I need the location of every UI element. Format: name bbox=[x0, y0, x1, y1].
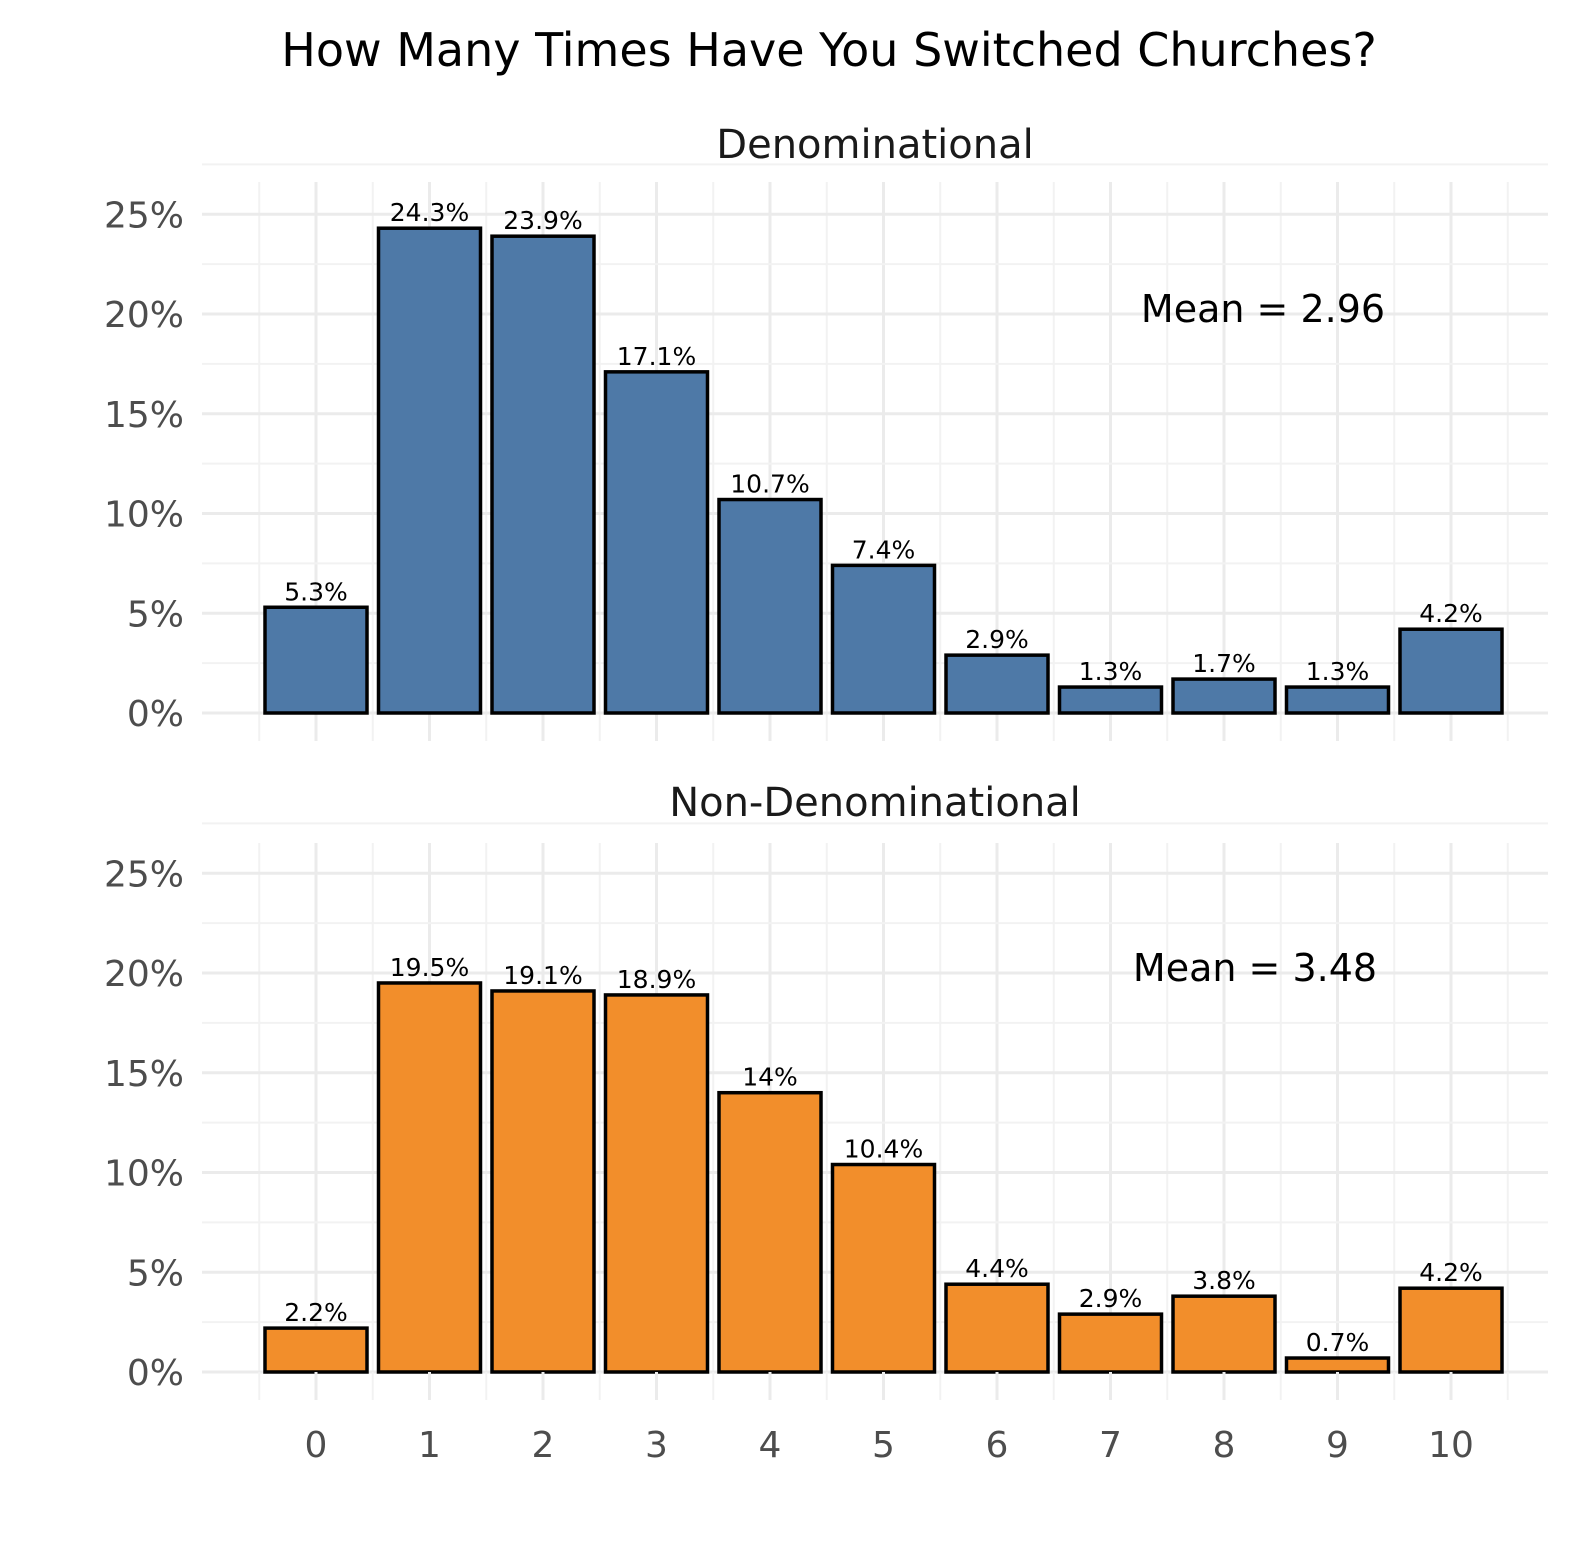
bar bbox=[1398, 627, 1504, 715]
y-tick-label: 5% bbox=[127, 594, 184, 635]
bar bbox=[717, 1090, 823, 1374]
bar bbox=[1057, 685, 1164, 715]
bar bbox=[1171, 1294, 1277, 1374]
x-tick-label: 3 bbox=[645, 1425, 668, 1466]
x-tick-label: 0 bbox=[305, 1425, 328, 1466]
data-label: 18.9% bbox=[617, 965, 696, 994]
data-label: 3.8% bbox=[1192, 1266, 1256, 1295]
bar bbox=[490, 234, 596, 715]
data-label: 2.9% bbox=[1079, 1284, 1143, 1313]
x-tick-label: 2 bbox=[532, 1425, 555, 1466]
data-label: 4.2% bbox=[1419, 599, 1483, 628]
data-label: 19.5% bbox=[390, 953, 469, 982]
data-label: 1.3% bbox=[1079, 657, 1143, 686]
y-tick-label: 5% bbox=[127, 1253, 184, 1294]
y-tick-label: 25% bbox=[104, 195, 184, 236]
y-tick-label: 15% bbox=[104, 395, 184, 436]
panel-title: Denominational bbox=[716, 122, 1033, 168]
data-label: 23.9% bbox=[503, 206, 582, 235]
mean-annotation: Mean = 3.48 bbox=[1133, 946, 1377, 990]
data-label: 17.1% bbox=[617, 342, 696, 371]
bar bbox=[1398, 1286, 1504, 1374]
data-label: 4.4% bbox=[965, 1254, 1029, 1283]
x-tick-label: 10 bbox=[1428, 1425, 1474, 1466]
x-tick-label: 1 bbox=[418, 1425, 441, 1466]
mean-annotation: Mean = 2.96 bbox=[1141, 287, 1385, 331]
data-label: 14% bbox=[742, 1063, 798, 1092]
y-tick-label: 15% bbox=[104, 1054, 184, 1095]
y-tick-label: 0% bbox=[127, 1353, 184, 1394]
bar bbox=[944, 1282, 1050, 1374]
data-label: 24.3% bbox=[390, 198, 469, 227]
x-tick-label: 8 bbox=[1213, 1425, 1236, 1466]
bar bbox=[1284, 685, 1391, 715]
bar bbox=[376, 981, 483, 1374]
data-label: 5.3% bbox=[284, 577, 348, 606]
y-tick-label: 20% bbox=[104, 295, 184, 336]
y-tick-label: 25% bbox=[104, 854, 184, 895]
x-axis: 0 1 2 3 4 5 6 7 8 9 10 bbox=[258, 1372, 1509, 1466]
y-tick-label: 10% bbox=[104, 495, 184, 536]
x-tick-label: 4 bbox=[759, 1425, 782, 1466]
bar bbox=[944, 653, 1050, 715]
bar bbox=[1284, 1356, 1391, 1374]
bar bbox=[376, 226, 483, 715]
data-label: 10.4% bbox=[844, 1135, 923, 1164]
x-tick-label: 9 bbox=[1326, 1425, 1349, 1466]
x-tick-label: 7 bbox=[1099, 1425, 1122, 1466]
panel-title: Non-Denominational bbox=[669, 780, 1081, 826]
bar bbox=[490, 989, 596, 1374]
bar bbox=[1057, 1312, 1164, 1374]
panel-non-denominational: 0% 5% 10% 15% 20% 25% Non-Denominational 2.2% 19… bbox=[104, 780, 1548, 1394]
bar bbox=[603, 993, 710, 1374]
bar bbox=[263, 605, 369, 715]
bar bbox=[830, 1162, 937, 1374]
data-label: 7.4% bbox=[852, 535, 916, 564]
y-tick-label: 20% bbox=[104, 954, 184, 995]
data-label: 0.7% bbox=[1306, 1328, 1370, 1357]
data-label: 10.7% bbox=[730, 470, 809, 499]
bar bbox=[1171, 677, 1277, 715]
bar bbox=[830, 563, 937, 715]
data-label: 2.2% bbox=[284, 1298, 348, 1327]
data-label: 2.9% bbox=[965, 625, 1029, 654]
data-label: 1.7% bbox=[1192, 649, 1256, 678]
data-label: 4.2% bbox=[1419, 1258, 1483, 1287]
panel-denominational: 0% 5% 10% 15% 20% 25% Denominational 5.3% 24.3% 2… bbox=[104, 122, 1548, 741]
bar bbox=[717, 497, 823, 715]
bar bbox=[603, 370, 710, 715]
y-tick-label: 10% bbox=[104, 1154, 184, 1195]
data-label: 19.1% bbox=[503, 961, 582, 990]
data-label: 1.3% bbox=[1306, 657, 1370, 686]
y-tick-label: 0% bbox=[127, 694, 184, 735]
x-tick-label: 6 bbox=[986, 1425, 1009, 1466]
chart-title: How Many Times Have You Switched Churche… bbox=[281, 23, 1377, 77]
x-tick-label: 5 bbox=[872, 1425, 895, 1466]
bar bbox=[263, 1326, 369, 1374]
